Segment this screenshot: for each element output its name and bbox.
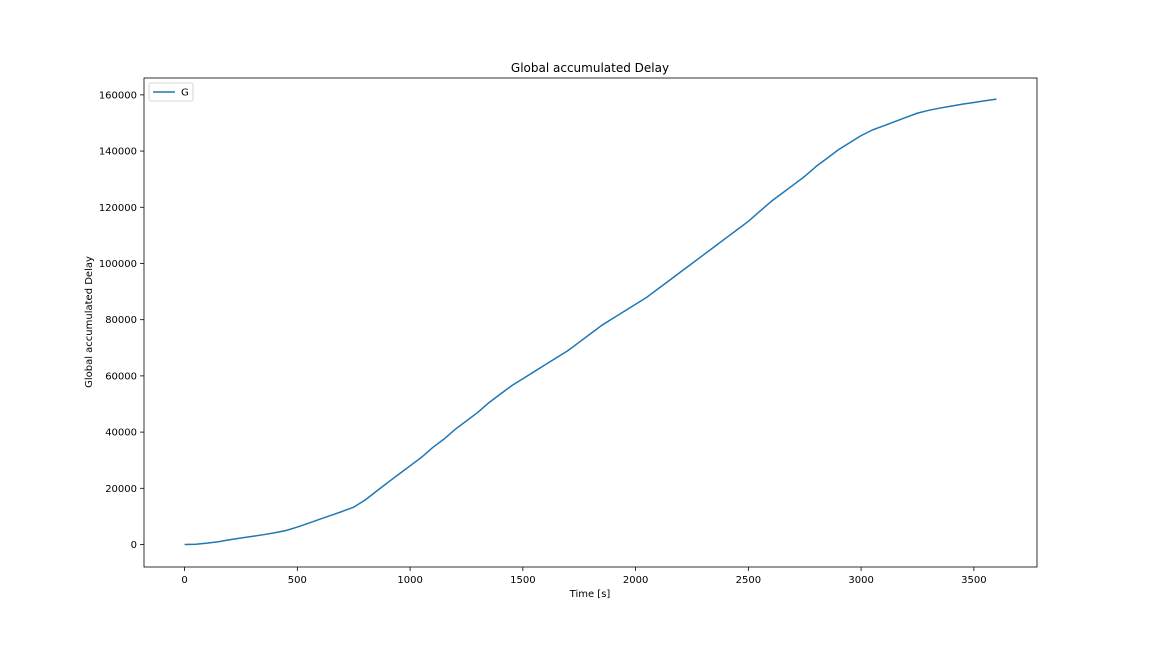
legend: G — [148, 82, 194, 102]
x-tick-label: 3000 — [848, 575, 873, 586]
y-axis-label: Global accumulated Delay — [84, 256, 95, 388]
chart-title: Global accumulated Delay — [511, 61, 669, 75]
x-tick-label: 2500 — [736, 575, 761, 586]
x-tick-label: 3500 — [961, 575, 986, 586]
y-tick-label: 160000 — [99, 90, 137, 101]
y-tick-label: 60000 — [105, 371, 137, 382]
plot-frame — [143, 77, 1038, 568]
series-line-g — [184, 98, 997, 546]
x-tick-label: 2000 — [623, 575, 648, 586]
series-lines — [184, 98, 997, 546]
y-tick-label: 140000 — [99, 147, 137, 158]
x-tick-label: 500 — [288, 575, 307, 586]
y-tick-label: 120000 — [99, 203, 137, 214]
y-tick-label: 0 — [131, 540, 137, 551]
y-tick-label: 40000 — [105, 428, 137, 439]
legend-label: G — [181, 88, 189, 99]
y-tick-label: 20000 — [105, 484, 137, 495]
x-axis-label: Time [s] — [569, 589, 611, 600]
x-tick-label: 1000 — [397, 575, 422, 586]
y-tick-label: 100000 — [99, 259, 137, 270]
ticks: 0 500 1000 1500 2000 2500 3000 3500 0 20000 40000 6… — [99, 90, 987, 586]
y-tick-label: 80000 — [105, 315, 137, 326]
x-tick-label: 0 — [181, 575, 187, 586]
x-tick-label: 1500 — [510, 575, 535, 586]
